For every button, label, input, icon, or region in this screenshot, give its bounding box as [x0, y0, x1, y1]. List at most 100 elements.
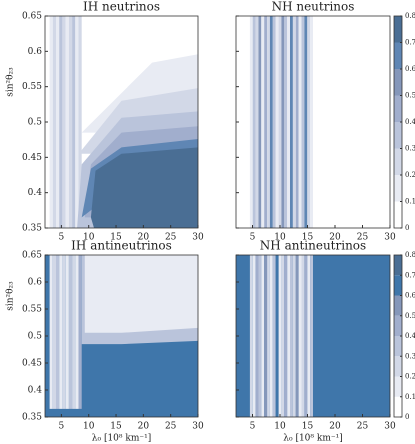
y-tick-label: 0.4 — [28, 188, 43, 198]
contour-region — [284, 255, 288, 417]
contour-region — [68, 255, 73, 409]
colorbar-frame — [393, 254, 403, 418]
colorbar-tick-label: 0.3 — [405, 352, 415, 360]
contour-region — [72, 16, 76, 228]
colorbar-band — [394, 175, 402, 202]
colorbar-tick-label: 0.6 — [405, 65, 415, 73]
colorbar-tick-label: 0.2 — [405, 373, 415, 381]
y-tick-label: 0.35 — [22, 413, 42, 423]
colorbar-band — [394, 201, 402, 228]
colorbar-band — [394, 315, 402, 336]
contour-region — [255, 255, 259, 417]
x-tick-label: 15 — [302, 233, 314, 243]
colorbar-tick-label: 0.5 — [405, 312, 415, 320]
contour-region — [62, 255, 66, 409]
colorbar-tick-label: 0.1 — [405, 198, 415, 206]
colorbar-band — [394, 122, 402, 149]
x-tick-label: 5 — [59, 233, 65, 243]
contour-region — [295, 255, 299, 417]
contour-region — [56, 16, 60, 228]
colorbar-tick-label: 0.1 — [405, 393, 415, 401]
colorbar-tick-label: 0.8 — [405, 251, 415, 259]
y-tick-label: 0.65 — [22, 12, 42, 22]
colorbar-band — [394, 69, 402, 96]
contour-region — [272, 255, 276, 417]
contour-region — [68, 16, 73, 228]
y-tick-label: 0.65 — [22, 251, 42, 261]
contour-region — [49, 16, 53, 228]
contour-region — [287, 255, 290, 417]
x-axis-label: λ₀ [10⁸ km⁻¹] — [283, 434, 342, 444]
colorbar-band — [394, 95, 402, 122]
x-tick-label: 5 — [250, 233, 256, 243]
contour-region — [255, 16, 259, 228]
x-tick-label: 20 — [329, 233, 341, 243]
x-tick-label: 30 — [384, 233, 396, 243]
x-tick-label: 15 — [110, 422, 122, 432]
contour-region — [284, 16, 288, 228]
colorbar-band — [394, 42, 402, 69]
x-tick-label: 5 — [59, 422, 65, 432]
contour-region — [281, 16, 285, 228]
contour-region — [258, 16, 262, 228]
contour-region — [252, 255, 256, 417]
y-tick-label: 0.5 — [28, 332, 43, 342]
contour-region — [75, 255, 79, 409]
colorbar-band — [394, 295, 402, 316]
contour-region — [278, 255, 282, 417]
contour-region — [275, 16, 279, 228]
x-tick-label: 20 — [138, 233, 150, 243]
contour-region — [78, 255, 82, 409]
contour-region — [75, 16, 79, 228]
y-tick-label: 0.4 — [28, 386, 43, 396]
x-tick-label: 20 — [138, 422, 150, 432]
x-tick-label: 10 — [83, 422, 95, 432]
contour-region — [281, 255, 285, 417]
y-tick-label: 0.45 — [22, 359, 42, 369]
contour-region — [304, 255, 308, 417]
contour-region — [290, 16, 293, 228]
contour-region — [252, 16, 256, 228]
contour-region — [301, 16, 305, 228]
contour-region — [78, 16, 82, 228]
colorbar-band — [394, 376, 402, 397]
contour-region — [62, 16, 66, 228]
y-tick-label: 0.55 — [22, 82, 42, 92]
colorbar-band — [394, 16, 402, 43]
x-tick-label: 25 — [165, 422, 177, 432]
contour-region — [56, 255, 60, 409]
contour-region — [261, 16, 265, 228]
contour-region — [84, 255, 198, 333]
x-axis-label: λ₀ [10⁸ km⁻¹] — [92, 434, 151, 444]
colorbar-band — [394, 336, 402, 357]
y-tick-label: 0.6 — [28, 47, 43, 57]
panel-title: NH neutrinos — [272, 0, 355, 14]
colorbar-tick-label: 0.2 — [405, 171, 415, 179]
x-tick-label: 30 — [384, 422, 396, 432]
contour-region — [267, 16, 270, 228]
panel-title: IH neutrinos — [83, 0, 160, 14]
colorbar-band — [394, 396, 402, 417]
colorbar-tick-label: 0.6 — [405, 292, 415, 300]
contour-region — [59, 255, 63, 409]
contour-region — [249, 16, 253, 228]
contour-region — [269, 16, 273, 228]
contour-region — [267, 255, 270, 417]
x-tick-label: 10 — [274, 422, 286, 432]
contour-plot — [236, 16, 390, 228]
y-tick-label: 0.5 — [28, 118, 43, 128]
contour-region — [52, 255, 56, 409]
x-tick-label: 25 — [357, 233, 369, 243]
y-tick-label: 0.45 — [22, 153, 42, 163]
x-tick-label: 15 — [302, 422, 314, 432]
contour-region — [295, 16, 299, 228]
x-tick-label: 30 — [192, 233, 204, 243]
y-tick-label: 0.35 — [22, 224, 42, 234]
colorbar-tick-label: 0.4 — [405, 332, 415, 340]
colorbar-frame — [393, 15, 403, 229]
colorbar-tick-label: 0.5 — [405, 92, 415, 100]
contour-region — [304, 16, 308, 228]
contour-region — [264, 255, 268, 417]
colorbar-tick-label: 0 — [405, 224, 409, 232]
